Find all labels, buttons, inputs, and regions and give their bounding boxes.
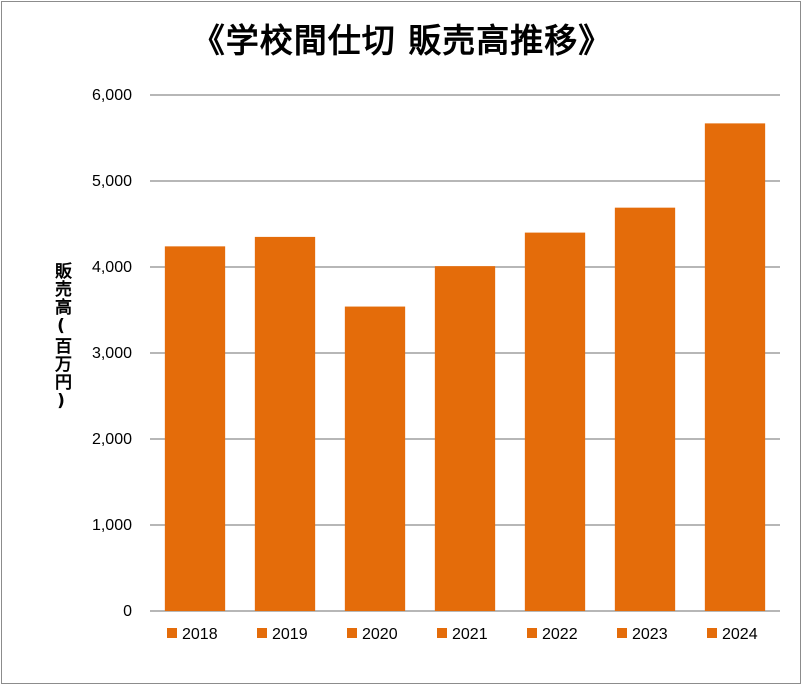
legend-label: 2023 [632, 626, 668, 643]
y-tick-label: 0 [123, 603, 132, 620]
bar-2022 [524, 232, 586, 611]
bar-2019 [254, 236, 316, 611]
legend-label: 2021 [452, 626, 488, 643]
legend-label: 2022 [542, 626, 578, 643]
bar-2023 [614, 207, 676, 611]
y-tick-label: 3,000 [92, 345, 132, 362]
legend-label: 2020 [362, 626, 398, 643]
legend-label: 2024 [722, 626, 758, 643]
y-tick-label: 5,000 [92, 173, 132, 190]
legend-swatch [527, 628, 537, 638]
bar-2020 [344, 306, 406, 611]
y-tick-label: 1,000 [92, 517, 132, 534]
legend-swatch [617, 628, 627, 638]
legend: 2018 2019 2020 2021 2022 2023 2024 [167, 626, 758, 643]
bars [164, 123, 766, 612]
y-tick-label: 4,000 [92, 259, 132, 276]
bar-2024 [704, 123, 766, 611]
bar-2021 [434, 266, 496, 611]
y-tick-label: 6,000 [92, 87, 132, 104]
legend-label: 2018 [182, 626, 218, 643]
legend-swatch [347, 628, 357, 638]
legend-label: 2019 [272, 626, 308, 643]
legend-swatch [167, 628, 177, 638]
y-tick-labels: 0 1,000 2,000 3,000 4,000 5,000 6,000 [92, 87, 132, 620]
legend-swatch [257, 628, 267, 638]
bar-2018 [164, 246, 226, 612]
y-tick-label: 2,000 [92, 431, 132, 448]
chart-title: 《学校間仕切 販売高推移》 [191, 21, 613, 60]
legend-swatch [707, 628, 717, 638]
y-axis-label: 販売高(百万円) [51, 262, 71, 412]
legend-swatch [437, 628, 447, 638]
